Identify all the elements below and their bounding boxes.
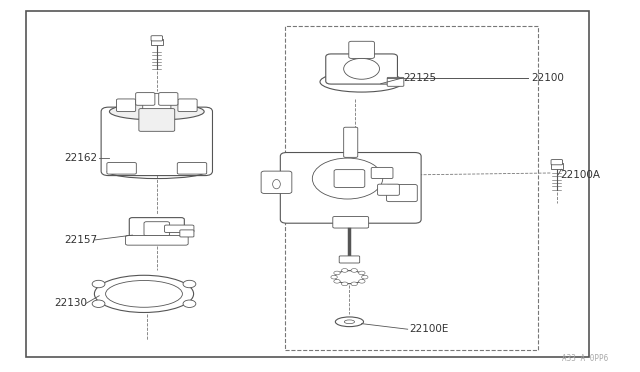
FancyBboxPatch shape: [107, 163, 136, 174]
Circle shape: [312, 158, 383, 199]
FancyBboxPatch shape: [326, 54, 397, 84]
Circle shape: [92, 280, 105, 288]
FancyBboxPatch shape: [139, 109, 175, 131]
FancyBboxPatch shape: [144, 222, 170, 236]
FancyBboxPatch shape: [339, 256, 360, 263]
Circle shape: [331, 275, 337, 279]
Text: 22125: 22125: [403, 73, 436, 83]
Text: 22100E: 22100E: [410, 324, 449, 334]
Bar: [285, 26, 538, 350]
FancyBboxPatch shape: [349, 41, 374, 58]
Ellipse shape: [95, 275, 194, 312]
Text: 22162: 22162: [64, 153, 97, 163]
Circle shape: [358, 279, 365, 283]
Bar: [151, 39, 163, 45]
FancyBboxPatch shape: [125, 235, 188, 245]
FancyBboxPatch shape: [101, 107, 212, 176]
Ellipse shape: [344, 320, 355, 324]
FancyBboxPatch shape: [334, 170, 365, 187]
Circle shape: [358, 271, 365, 275]
FancyBboxPatch shape: [164, 225, 194, 232]
Circle shape: [334, 279, 340, 283]
FancyBboxPatch shape: [261, 171, 292, 193]
FancyBboxPatch shape: [378, 184, 399, 195]
FancyBboxPatch shape: [136, 93, 155, 105]
Ellipse shape: [335, 271, 364, 284]
Circle shape: [362, 275, 368, 279]
FancyBboxPatch shape: [551, 160, 563, 165]
Circle shape: [334, 271, 340, 275]
Circle shape: [183, 300, 196, 307]
FancyBboxPatch shape: [178, 99, 197, 112]
Bar: [551, 163, 563, 169]
Ellipse shape: [320, 71, 403, 92]
Text: A33 A 0PP6: A33 A 0PP6: [562, 354, 608, 363]
FancyBboxPatch shape: [387, 185, 417, 202]
FancyBboxPatch shape: [116, 99, 136, 112]
FancyBboxPatch shape: [180, 230, 194, 237]
FancyBboxPatch shape: [371, 167, 393, 179]
Ellipse shape: [109, 103, 204, 120]
FancyBboxPatch shape: [159, 93, 178, 105]
Ellipse shape: [106, 280, 182, 307]
Circle shape: [351, 269, 357, 272]
FancyBboxPatch shape: [333, 217, 369, 228]
FancyBboxPatch shape: [129, 218, 184, 240]
Text: 22130: 22130: [54, 298, 88, 308]
FancyBboxPatch shape: [143, 93, 171, 111]
FancyBboxPatch shape: [387, 77, 404, 86]
Text: 22100: 22100: [531, 73, 564, 83]
FancyBboxPatch shape: [280, 153, 421, 223]
Circle shape: [344, 58, 380, 79]
Bar: [26, 11, 589, 357]
Circle shape: [351, 282, 357, 286]
Circle shape: [183, 280, 196, 288]
Ellipse shape: [335, 317, 364, 327]
Circle shape: [342, 282, 348, 286]
Circle shape: [92, 300, 105, 307]
Text: 22157: 22157: [64, 235, 97, 245]
Circle shape: [342, 269, 348, 272]
FancyBboxPatch shape: [151, 36, 163, 41]
FancyBboxPatch shape: [177, 163, 207, 174]
Ellipse shape: [273, 179, 280, 189]
FancyBboxPatch shape: [344, 127, 358, 157]
Text: 22100A: 22100A: [560, 170, 600, 180]
